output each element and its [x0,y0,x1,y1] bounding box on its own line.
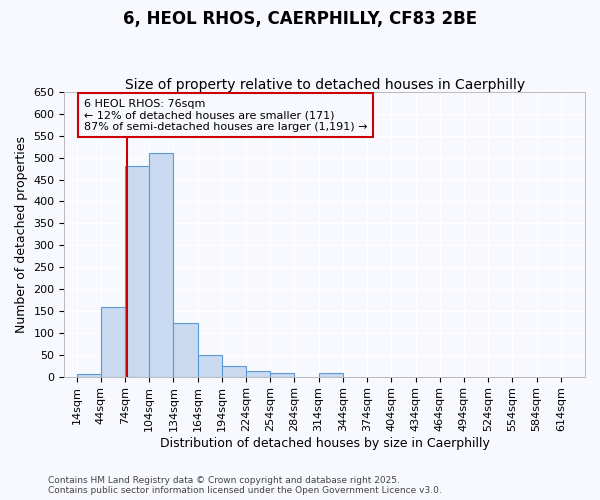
Bar [173,322,197,376]
Bar [319,373,343,376]
X-axis label: Distribution of detached houses by size in Caerphilly: Distribution of detached houses by size … [160,437,490,450]
Text: Contains HM Land Registry data © Crown copyright and database right 2025.
Contai: Contains HM Land Registry data © Crown c… [48,476,442,495]
Bar [222,366,246,376]
Y-axis label: Number of detached properties: Number of detached properties [15,136,28,333]
Text: 6 HEOL RHOS: 76sqm
← 12% of detached houses are smaller (171)
87% of semi-detach: 6 HEOL RHOS: 76sqm ← 12% of detached hou… [84,98,367,132]
Bar [101,306,125,376]
Bar [125,166,149,376]
Bar [270,373,295,376]
Bar [77,374,101,376]
Bar [149,154,173,376]
Text: 6, HEOL RHOS, CAERPHILLY, CF83 2BE: 6, HEOL RHOS, CAERPHILLY, CF83 2BE [123,10,477,28]
Bar [197,354,222,376]
Title: Size of property relative to detached houses in Caerphilly: Size of property relative to detached ho… [125,78,525,92]
Bar [246,372,270,376]
